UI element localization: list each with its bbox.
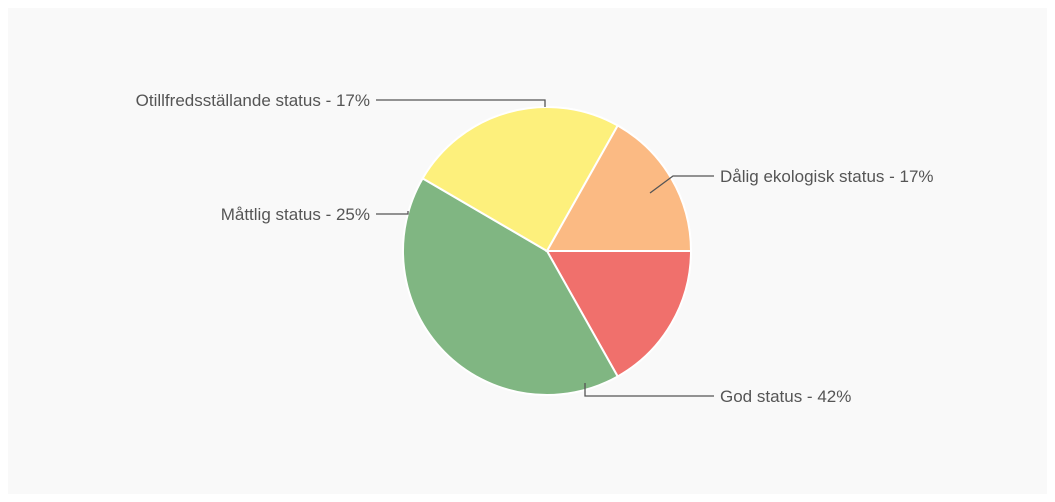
pie-slices — [402, 106, 693, 396]
leader-line-god — [584, 383, 714, 397]
pie-slice-mattlig — [421, 106, 620, 253]
leader-line-otillfredsstallande — [376, 99, 546, 107]
pie-slice-dalig — [545, 250, 693, 378]
slice-label-otillfredsstallande: Otillfredsställande status - 17% — [136, 91, 370, 110]
slice-label-dalig: Dålig ekologisk status - 17% — [720, 167, 934, 186]
leader-line-dalig — [649, 175, 714, 194]
pie-slice-otillfredsstallande — [545, 124, 693, 252]
slice-label-god: God status - 42% — [720, 387, 851, 406]
leader-lines — [376, 99, 714, 397]
leader-line-mattlig — [376, 211, 409, 215]
pie-slice-god — [402, 176, 620, 396]
slice-labels: Dålig ekologisk status - 17% God status … — [136, 91, 934, 406]
slice-label-mattlig: Måttlig status - 25% — [221, 205, 370, 224]
